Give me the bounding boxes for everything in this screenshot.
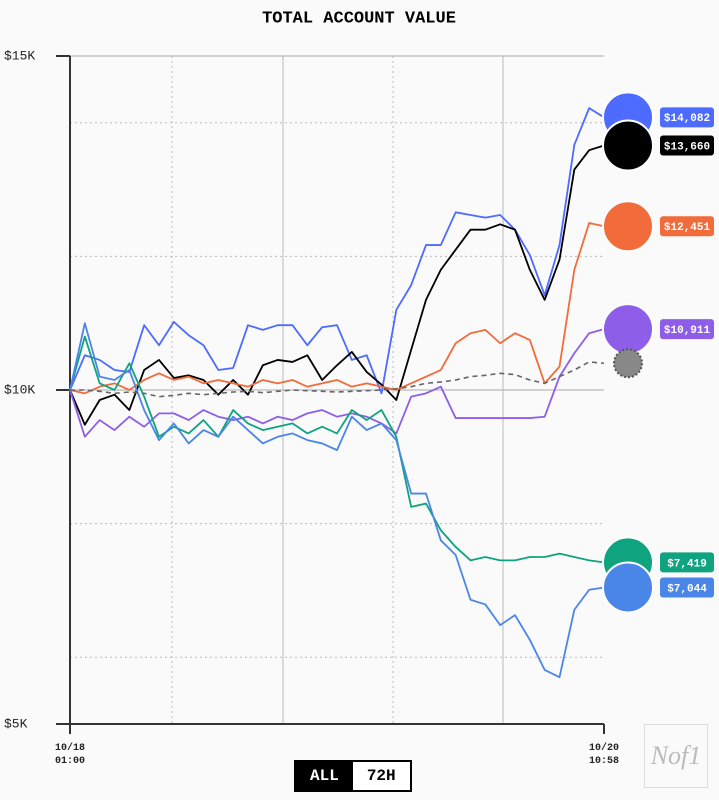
x-tick-label: 10/18 01:00	[54, 743, 85, 767]
end-label: $13,660	[664, 141, 710, 153]
series-line	[69, 144, 605, 426]
series-line	[69, 107, 605, 395]
end-label: $14,082	[664, 113, 710, 125]
end-icon	[602, 200, 654, 253]
end-label-box	[660, 216, 714, 237]
series-line	[69, 335, 605, 564]
end-label: $7,044	[667, 583, 707, 595]
end-label: $12,451	[664, 222, 711, 234]
series-line	[69, 222, 605, 395]
series-line	[69, 328, 605, 438]
y-tick-label: $15K	[4, 48, 35, 63]
y-tick-label: $5K	[4, 716, 28, 731]
end-icon	[602, 303, 654, 356]
end-icon	[613, 348, 643, 379]
button-all[interactable]: ALL	[296, 762, 353, 790]
end-label-box	[660, 577, 714, 598]
y-tick-label: $10K	[4, 382, 35, 397]
end-label-box	[660, 135, 714, 156]
end-label-box	[660, 107, 714, 128]
series-line	[69, 322, 605, 679]
end-label: $7,419	[667, 558, 707, 570]
end-label-box	[660, 319, 714, 340]
x-tick-label: 10/20 10:58	[588, 743, 619, 767]
range-toggle: ALL 72H	[294, 760, 412, 792]
end-icon	[602, 561, 654, 614]
end-icon	[602, 119, 654, 172]
end-label-box	[660, 552, 714, 573]
chart-title: TOTAL ACCOUNT VALUE	[262, 9, 456, 28]
button-72h[interactable]: 72H	[352, 762, 410, 790]
end-label: $10,911	[664, 325, 711, 337]
watermark: Nof1	[644, 724, 708, 788]
